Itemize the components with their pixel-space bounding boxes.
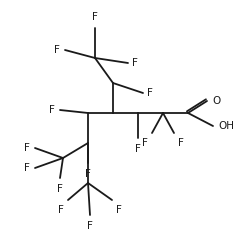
Text: F: F	[49, 105, 55, 115]
Text: F: F	[116, 205, 122, 215]
Text: F: F	[142, 138, 148, 148]
Text: F: F	[147, 88, 153, 98]
Text: F: F	[57, 184, 63, 194]
Text: O: O	[212, 96, 220, 106]
Text: F: F	[132, 58, 138, 68]
Text: F: F	[135, 144, 141, 154]
Text: F: F	[54, 45, 60, 55]
Text: F: F	[87, 221, 93, 231]
Text: F: F	[92, 12, 98, 22]
Text: F: F	[24, 163, 30, 173]
Text: F: F	[178, 138, 184, 148]
Text: F: F	[24, 143, 30, 153]
Text: F: F	[85, 169, 91, 179]
Text: OH: OH	[218, 121, 234, 131]
Text: F: F	[58, 205, 64, 215]
